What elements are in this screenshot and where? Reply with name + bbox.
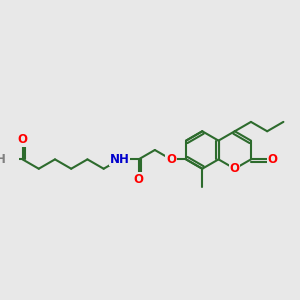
Text: O: O [230, 162, 240, 175]
Text: O: O [17, 133, 28, 146]
Text: H: H [0, 153, 6, 166]
Text: O: O [166, 153, 176, 166]
Text: O: O [268, 153, 278, 166]
Text: NH: NH [110, 153, 130, 166]
Text: O: O [134, 172, 144, 185]
